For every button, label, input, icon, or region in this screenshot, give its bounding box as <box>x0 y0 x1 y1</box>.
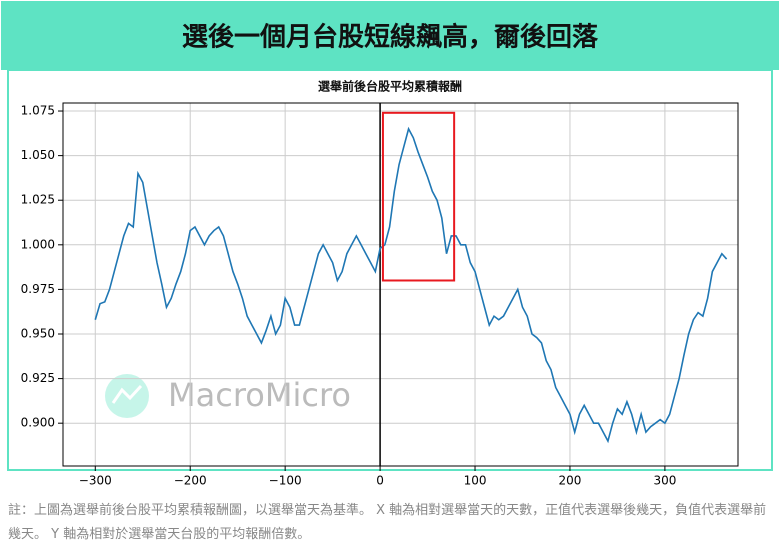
y-tick-label: 1.025 <box>21 193 55 207</box>
watermark-text: MacroMicro <box>168 376 351 414</box>
x-tick-label: 0 <box>376 474 384 488</box>
y-tick-label: 0.950 <box>21 327 55 341</box>
highlight-box <box>381 111 456 282</box>
watermark-logo <box>105 374 149 418</box>
x-tick-label: 300 <box>653 474 676 488</box>
x-tick-label: −100 <box>269 474 302 488</box>
chart-frame <box>7 69 773 471</box>
watermark-logo-line <box>111 384 143 404</box>
x-tick-label: −200 <box>174 474 207 488</box>
banner <box>1 1 779 70</box>
plot-frame <box>62 102 739 467</box>
footnote: 註：上圖為選舉前後台股平均累積報酬圖，以選舉當天為基準。 X 軸為相對選舉當天的… <box>8 503 767 542</box>
chart: 選後一個月台股短線飆高，爾後回落 選舉前後台股平均累積報酬 MacroMicro… <box>1 1 779 488</box>
x-tick-label: −300 <box>79 474 112 488</box>
y-tick-label: 0.900 <box>21 416 55 430</box>
y-tick-label: 1.000 <box>21 237 55 251</box>
data-line <box>94 126 728 444</box>
header-title: 選後一個月台股短線飆高，爾後回落 <box>182 22 599 53</box>
chart-title: 選舉前後台股平均累積報酬 <box>318 79 462 94</box>
y-tick-label: 0.925 <box>21 371 55 385</box>
watermark <box>105 374 149 418</box>
x-tick-label: 200 <box>559 474 582 488</box>
x-tick-label: 100 <box>464 474 487 488</box>
y-tick-label: 1.075 <box>21 104 55 118</box>
y-tick-label: 1.050 <box>21 148 55 162</box>
y-tick-label: 0.975 <box>21 282 55 296</box>
